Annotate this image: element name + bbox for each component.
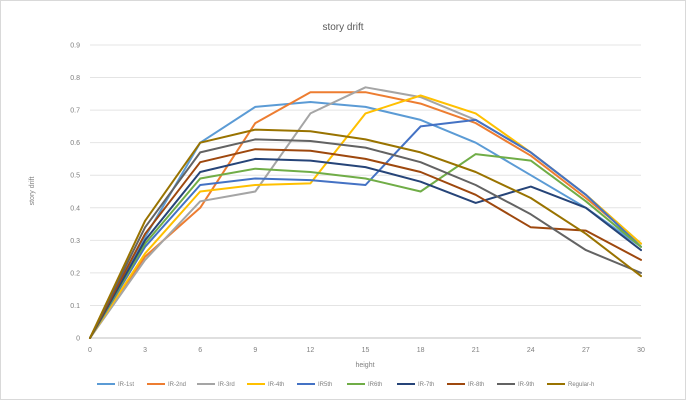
legend-label: IR-7th (418, 382, 434, 388)
x-tick-label: 18 (417, 347, 425, 354)
x-tick-label: 24 (527, 347, 535, 354)
x-tick-label: 21 (472, 347, 480, 354)
x-axis-label: height (355, 362, 374, 369)
y-tick-label: 0.6 (70, 140, 80, 147)
y-tick-label: 0.7 (70, 108, 80, 115)
series-lines (89, 86, 642, 339)
legend-label: IR6th (368, 382, 382, 388)
chart-title: story drift (322, 22, 363, 33)
y-tick-label: 0.3 (70, 238, 80, 245)
x-tick-label: 0 (88, 347, 92, 354)
y-tick-label: 0.4 (70, 205, 80, 212)
legend-label: IR-1st (118, 382, 134, 388)
series-line-ir-8th (89, 148, 642, 339)
series-line-ir-2nd (89, 91, 642, 339)
legend-label: IR-3rd (218, 382, 235, 388)
y-tick-label: 0.2 (70, 270, 80, 277)
x-tick-label: 15 (362, 347, 370, 354)
series-line-regular-h (89, 128, 642, 339)
x-tick-label: 9 (253, 347, 257, 354)
legend-label: IR-9th (518, 382, 534, 388)
series-line-ir-9th (89, 138, 642, 339)
legend-label: IR-4th (268, 382, 284, 388)
y-tick-label: 0.1 (70, 303, 80, 310)
x-tick-label: 30 (637, 347, 645, 354)
series-line-ir6th (89, 153, 642, 339)
legend-label: IR5th (318, 382, 332, 388)
legend-label: IR-8th (468, 382, 484, 388)
series-line-ir5th (89, 118, 642, 339)
y-tick-label: 0.5 (70, 173, 80, 180)
series-line-ir-1st (89, 101, 642, 339)
x-tick-label: 27 (582, 347, 590, 354)
y-tick-label: 0 (76, 336, 80, 343)
y-tick-label: 0.9 (70, 43, 80, 50)
x-tick-label: 6 (198, 347, 202, 354)
x-tick-labels: 0 3 6 9 12 15 18 21 24 27 30 (88, 347, 645, 354)
y-tick-label: 0.8 (70, 75, 80, 82)
legend-label: Regular-h (568, 382, 594, 388)
legend: IR-1st IR-2nd IR-3rd IR-4th IR5th IR6th IR-7th… (97, 382, 594, 388)
x-tick-label: 12 (307, 347, 315, 354)
series-line-ir-7th (89, 157, 642, 339)
gridlines (90, 44, 641, 306)
y-tick-labels: 0 0.1 0.2 0.3 0.4 0.5 0.6 0.7 0.8 0.9 (70, 43, 80, 343)
legend-label: IR-2nd (168, 382, 186, 388)
y-axis-label: story drift (29, 177, 36, 206)
x-tick-label: 3 (143, 347, 147, 354)
